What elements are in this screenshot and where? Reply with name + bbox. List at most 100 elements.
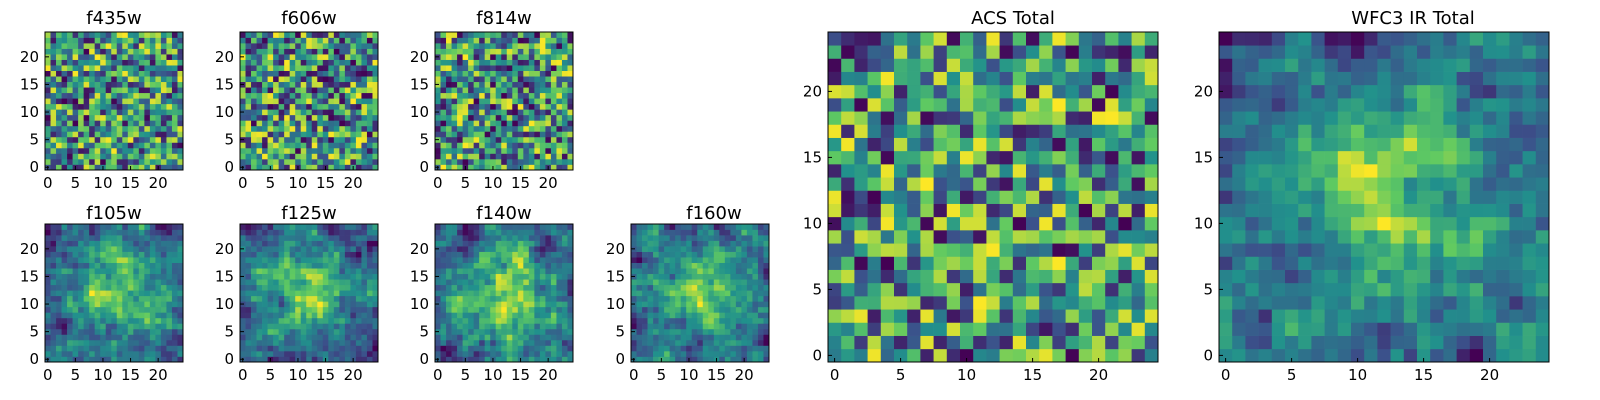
heatmap-cell bbox=[567, 240, 574, 247]
heatmap-cell bbox=[289, 268, 296, 275]
heatmap-cell bbox=[724, 328, 731, 335]
heatmap-cell bbox=[133, 317, 140, 324]
heatmap-cell bbox=[561, 131, 568, 138]
heatmap-cell bbox=[933, 111, 948, 125]
heatmap-cell bbox=[317, 339, 324, 346]
heatmap-cell bbox=[636, 323, 643, 330]
heatmap-cell bbox=[735, 328, 742, 335]
heatmap-cell bbox=[495, 103, 502, 110]
heatmap-cell bbox=[1039, 216, 1053, 231]
heatmap-cell bbox=[311, 328, 318, 335]
heatmap-cell bbox=[284, 339, 291, 346]
heatmap-cell bbox=[67, 306, 73, 313]
heatmap-cell bbox=[501, 32, 508, 38]
heatmap-cell bbox=[528, 350, 535, 357]
heatmap-cell bbox=[462, 279, 469, 286]
heatmap-cell bbox=[105, 251, 112, 258]
heatmap-cell bbox=[149, 109, 156, 116]
heatmap-cell bbox=[506, 306, 513, 313]
heatmap-cell bbox=[523, 229, 530, 236]
heatmap-cell bbox=[501, 158, 508, 165]
heatmap-cell bbox=[361, 312, 368, 319]
heatmap-cell bbox=[440, 136, 447, 143]
heatmap-cell bbox=[100, 125, 107, 132]
heatmap-cell bbox=[1118, 190, 1132, 204]
heatmap-cell bbox=[440, 251, 447, 258]
heatmap-cell bbox=[468, 224, 474, 230]
heatmap-cell bbox=[83, 323, 90, 330]
heatmap-cell bbox=[273, 235, 279, 241]
heatmap-cell bbox=[61, 109, 68, 116]
heatmap-cell bbox=[451, 284, 458, 291]
heatmap-cell bbox=[647, 339, 654, 346]
heatmap-cell bbox=[462, 125, 469, 132]
heatmap-cell bbox=[344, 295, 351, 302]
heatmap-cell bbox=[273, 224, 279, 230]
heatmap-cell bbox=[240, 103, 246, 110]
heatmap-cell bbox=[289, 290, 296, 297]
heatmap-cell bbox=[451, 229, 458, 236]
heatmap-cell bbox=[631, 350, 637, 357]
heatmap-cell bbox=[295, 295, 302, 302]
heatmap-cell bbox=[116, 70, 123, 77]
heatmap-cell bbox=[328, 317, 335, 324]
heatmap-cell bbox=[517, 76, 524, 83]
heatmap-cell bbox=[138, 87, 145, 94]
heatmap-cell bbox=[311, 153, 318, 160]
heatmap-cell bbox=[517, 32, 524, 38]
heatmap-cell bbox=[94, 328, 101, 335]
heatmap-cell bbox=[479, 109, 486, 116]
heatmap-cell bbox=[746, 328, 753, 335]
heatmap-cell bbox=[708, 284, 715, 291]
heatmap-cell bbox=[484, 345, 491, 352]
heatmap-cell bbox=[144, 240, 151, 247]
heatmap-cell bbox=[446, 153, 452, 160]
heatmap-cell bbox=[339, 136, 346, 143]
heatmap-cell bbox=[361, 48, 368, 55]
heatmap-cell bbox=[920, 137, 934, 152]
heatmap-cell bbox=[278, 317, 285, 324]
heatmap-cell bbox=[457, 328, 463, 335]
heatmap-cell bbox=[440, 240, 447, 247]
heatmap-cell bbox=[300, 54, 307, 60]
heatmap-cell bbox=[122, 142, 129, 149]
heatmap-cell bbox=[284, 76, 291, 83]
x-tick-label: 5 bbox=[71, 366, 81, 384]
heatmap-cell bbox=[144, 142, 151, 149]
heatmap-cell bbox=[344, 262, 351, 269]
heatmap-cell bbox=[1026, 190, 1040, 204]
heatmap-cell bbox=[284, 306, 291, 313]
heatmap-cell bbox=[719, 235, 726, 241]
heatmap-cell bbox=[83, 240, 90, 247]
heatmap-cell bbox=[539, 32, 546, 38]
heatmap-cell bbox=[462, 312, 469, 319]
heatmap-cell bbox=[366, 356, 373, 363]
heatmap-cell bbox=[446, 54, 452, 60]
y-tick-label: 0 bbox=[224, 158, 234, 176]
heatmap-cell bbox=[1105, 309, 1119, 323]
heatmap-cell bbox=[1039, 335, 1053, 350]
heatmap-cell bbox=[306, 295, 313, 302]
heatmap-cell bbox=[171, 279, 178, 286]
heatmap-cell bbox=[686, 257, 693, 263]
heatmap-cell bbox=[56, 114, 62, 121]
heatmap-cell bbox=[741, 306, 748, 313]
heatmap-cell bbox=[473, 279, 480, 286]
heatmap-cell bbox=[78, 312, 84, 319]
heatmap-cell bbox=[256, 229, 263, 236]
heatmap-cell bbox=[116, 301, 123, 308]
heatmap-cell bbox=[567, 65, 574, 71]
heatmap-cell bbox=[251, 350, 257, 357]
heatmap-cell bbox=[177, 43, 184, 49]
heatmap-cell bbox=[933, 203, 948, 218]
heatmap-cell bbox=[177, 339, 184, 346]
heatmap-cell bbox=[556, 312, 563, 319]
heatmap-cell bbox=[512, 339, 519, 346]
heatmap-cell bbox=[724, 246, 731, 252]
heatmap-cell bbox=[111, 70, 118, 77]
heatmap-cell bbox=[166, 37, 173, 44]
heatmap-cell bbox=[127, 229, 134, 236]
heatmap-cell bbox=[89, 317, 96, 324]
heatmap-cell bbox=[72, 59, 79, 66]
heatmap-cell bbox=[702, 317, 709, 324]
